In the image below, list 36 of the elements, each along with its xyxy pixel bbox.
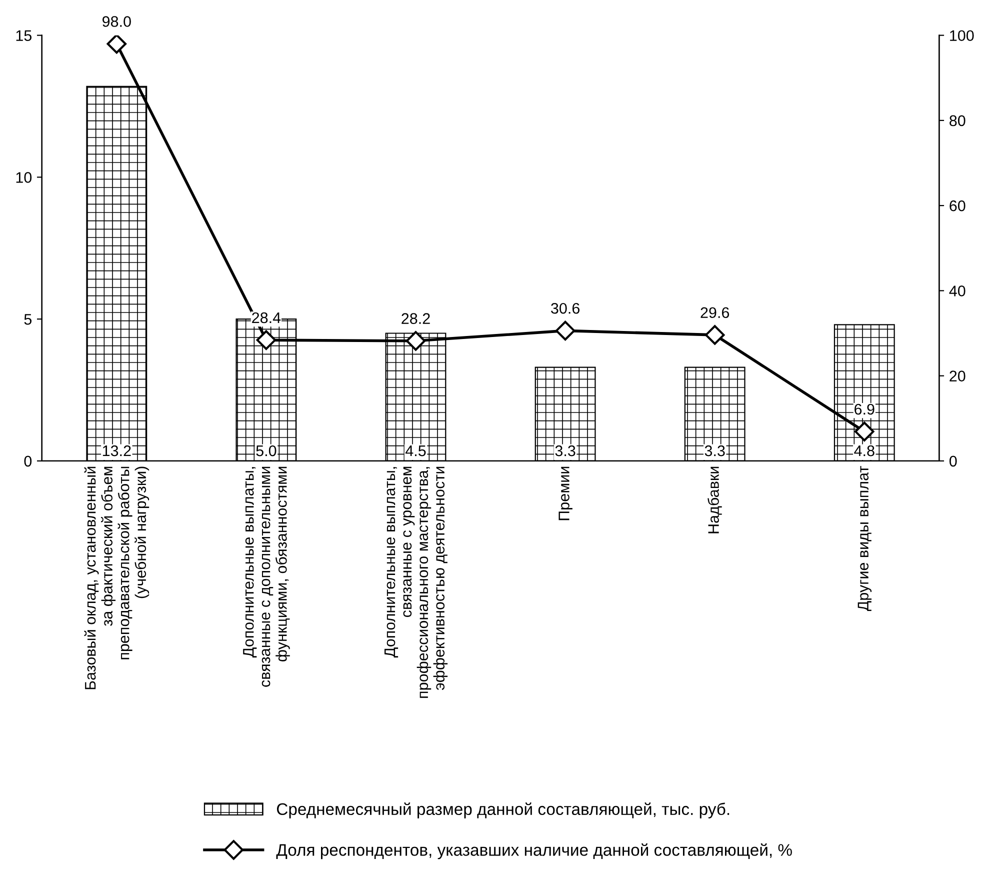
y2-tick-label: 100 (950, 30, 974, 42)
x-tick-label: Другие виды выплат (858, 466, 872, 612)
point (406, 331, 426, 351)
data-label: 4.8 (854, 445, 874, 456)
x-tick-label: Базовый оклад, установленный за фактический объем преподавательской работы (учебной нагрузки) (84, 466, 150, 690)
point (854, 422, 874, 442)
data-label: 28.2 (402, 313, 430, 324)
x-tick-label: Надбавки (708, 466, 722, 534)
data-label: 4.5 (405, 446, 426, 456)
y-tick-label: 5 (24, 314, 32, 325)
y-tick-label: 10 (16, 172, 32, 183)
x-tick-label: Дополнительные выплаты, связанные с дополнительными функциями, обязанностями (243, 466, 290, 687)
point (106, 35, 127, 54)
y2-tick-label: 60 (950, 200, 966, 212)
data-label: 30.6 (551, 302, 580, 314)
point (555, 320, 576, 341)
data-label: 29.6 (700, 307, 730, 318)
data-label: 3.3 (555, 445, 576, 456)
y2-tick-label: 20 (950, 370, 966, 382)
legend-label: Доля респондентов, указавших наличие данной составляющей, % (276, 843, 792, 860)
x-tick-label: Премии (558, 466, 572, 520)
data-label: 13.2 (102, 445, 131, 456)
data-label: 98.0 (102, 16, 131, 27)
y-tick-label: 15 (16, 30, 32, 42)
point (704, 325, 725, 345)
data-label: 3.3 (704, 445, 725, 456)
data-label: 6.9 (854, 404, 874, 415)
y-tick-label: 0 (24, 456, 32, 467)
y2-tick-label: 40 (949, 286, 966, 296)
point (256, 330, 276, 350)
data-label: 5.0 (256, 445, 276, 456)
y2-tick-label: 0 (949, 456, 957, 467)
y2-tick-label: 80 (950, 115, 966, 126)
legend-label: Среднемесячный размер данной составляющей, тыс. руб. (276, 802, 730, 818)
data-label: 28.4 (252, 312, 281, 324)
x-tick-label: Дополнительные выплаты, связанные с уровнем профессионального мастерства, эффективностью деятельности (384, 466, 448, 698)
